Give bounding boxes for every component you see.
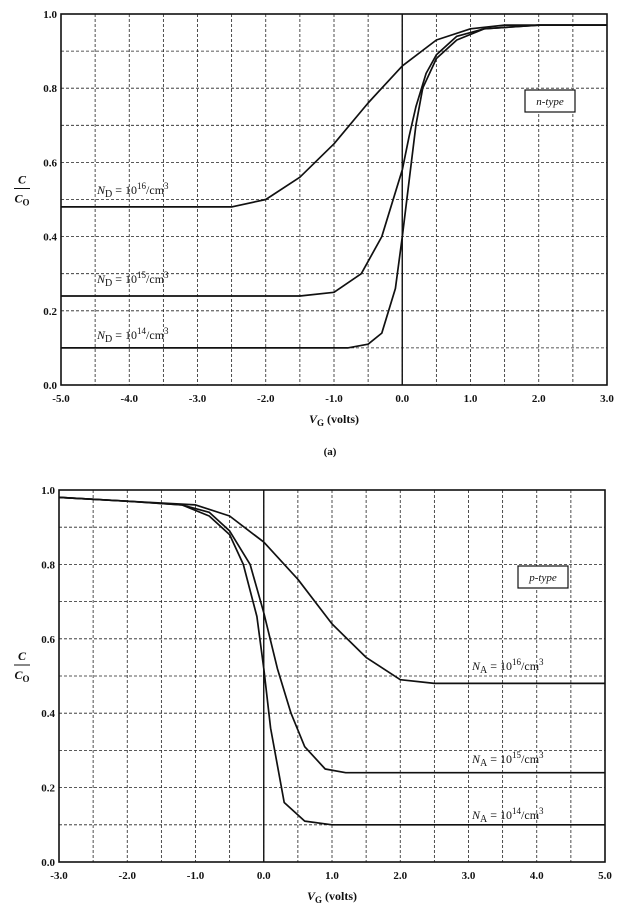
x-axis-title: VG (volts): [307, 889, 357, 905]
y-tick-label: 0.4: [43, 232, 57, 244]
x-tick-label: -3.0: [50, 870, 68, 882]
y-tick-label: 0.6: [43, 157, 57, 169]
x-tick-label: 5.0: [598, 870, 612, 882]
x-tick-label: 1.0: [464, 393, 478, 405]
series-label-3: ND = 1014/cm3: [96, 326, 169, 345]
x-tick-label: 0.0: [395, 393, 409, 405]
x-tick-label: 4.0: [530, 870, 544, 882]
series-label-2: NA = 1015/cm3: [471, 750, 544, 769]
plot-frame: [58, 489, 606, 863]
series-line-3: [58, 496, 605, 826]
y-axis-title-numerator: C: [18, 649, 27, 663]
x-tick-label: -5.0: [52, 393, 70, 405]
y-axis-title-numerator: C: [18, 173, 27, 187]
x-tick-label: -2.0: [257, 393, 275, 405]
y-tick-label: 0.2: [41, 783, 55, 795]
type-label: p-type: [528, 572, 557, 584]
y-axis-title-denominator: CO: [14, 192, 29, 208]
y-axis-title-denominator: CO: [14, 668, 29, 684]
x-tick-label: 2.0: [532, 393, 546, 405]
y-tick-label: 0.6: [41, 634, 55, 646]
type-label-box: [524, 89, 576, 113]
series-label-3: NA = 1014/cm3: [471, 806, 544, 825]
series-line-3: [61, 24, 607, 349]
grid: [58, 489, 606, 863]
x-tick-label: 3.0: [462, 870, 476, 882]
x-tick-label: 1.0: [325, 870, 339, 882]
x-tick-label: -1.0: [187, 870, 205, 882]
series-line-1: [58, 496, 605, 685]
y-tick-label: 0.2: [43, 306, 57, 318]
series-label-2: ND = 1015/cm3: [96, 270, 169, 289]
x-axis-title: VG (volts): [309, 412, 359, 428]
series-label-1: ND = 1016/cm3: [96, 181, 169, 200]
type-label: n-type: [536, 96, 564, 108]
x-tick-label: -1.0: [325, 393, 343, 405]
chart-panel-a: -5.0 -4.0 -3.0 -2.0 -1.0 0.0 1.0 2.0 3.0 0.0 0.2 0.…: [14, 9, 614, 458]
y-tick-label: 0.8: [43, 83, 57, 95]
x-tick-label: -4.0: [121, 393, 139, 405]
y-tick-label: 1.0: [41, 485, 55, 497]
x-tick-label: 0.0: [257, 870, 271, 882]
series-label-1: NA = 1016/cm3: [471, 657, 544, 676]
x-tick-label: -2.0: [119, 870, 137, 882]
x-tick-label: 3.0: [600, 393, 614, 405]
panel-tag: (a): [324, 446, 337, 458]
y-tick-label: 0.8: [41, 559, 55, 571]
chart-panel-b: -3.0 -2.0 -1.0 0.0 1.0 2.0 3.0 4.0 5.0 0.0 0.2 0.4 0…: [14, 485, 612, 905]
type-label-box: [517, 565, 569, 589]
y-tick-label: 1.0: [43, 9, 57, 21]
y-tick-label: 0.0: [43, 380, 57, 392]
x-tick-label: 2.0: [393, 870, 407, 882]
series-line-1: [61, 24, 607, 208]
plot-frame: [60, 13, 608, 386]
x-tick-label: -3.0: [189, 393, 207, 405]
y-tick-label: 0.0: [41, 857, 55, 869]
y-tick-label: 0.4: [41, 708, 55, 720]
